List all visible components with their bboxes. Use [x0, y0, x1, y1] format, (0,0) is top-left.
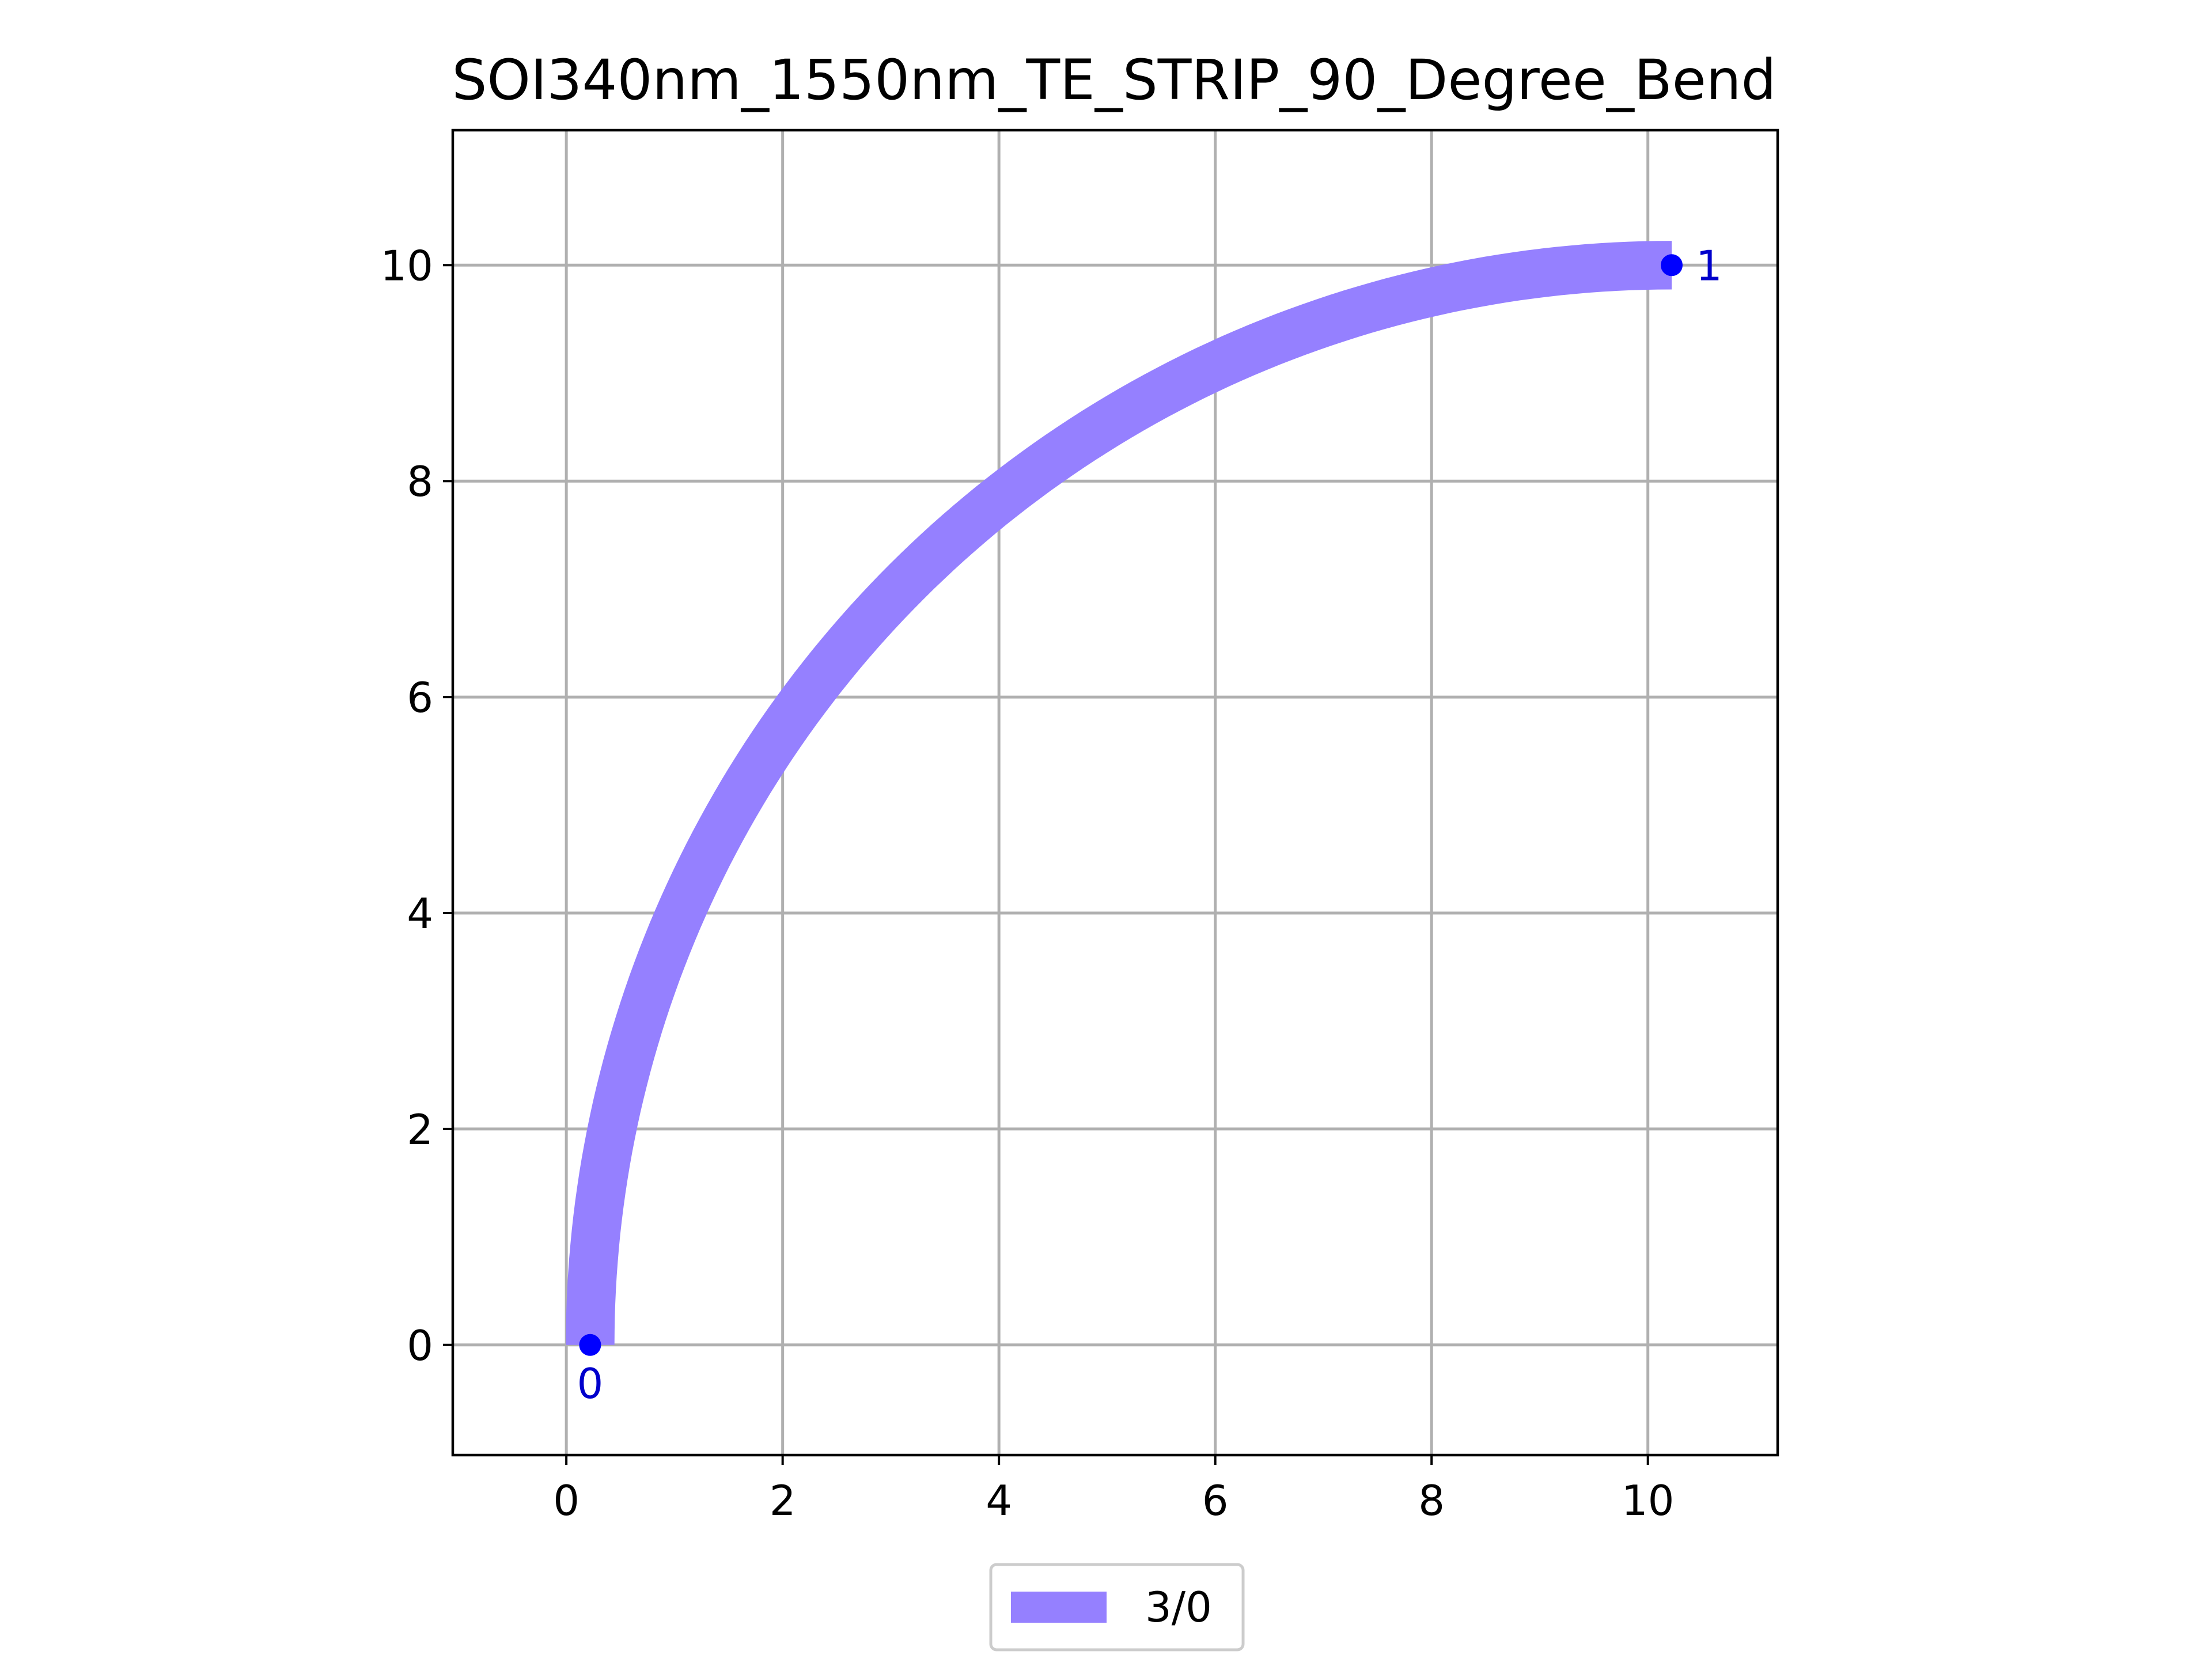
legend-swatch — [1011, 1592, 1107, 1623]
y-tick-label: 0 — [407, 1321, 433, 1370]
legend-box — [989, 1563, 1245, 1652]
x-tick-label: 6 — [1202, 1476, 1229, 1525]
x-tick-label: 8 — [1418, 1476, 1445, 1525]
x-tick-label: 4 — [986, 1476, 1012, 1525]
y-tick-label: 6 — [407, 673, 433, 722]
y-tick-label: 2 — [407, 1105, 433, 1154]
y-tick-label: 8 — [407, 457, 433, 506]
x-tick-label: 2 — [770, 1476, 796, 1525]
port-marker — [1661, 254, 1683, 276]
plot-area-frame — [451, 128, 1779, 1457]
port-label: 1 — [1696, 241, 1722, 290]
chart-title: SOI340nm_1550nm_TE_STRIP_90_Degree_Bend — [452, 48, 1776, 112]
port-marker — [579, 1334, 601, 1356]
x-tick-label: 10 — [1622, 1476, 1675, 1525]
x-tick-label: 0 — [553, 1476, 579, 1525]
port-label: 0 — [577, 1359, 604, 1408]
y-tick-label: 10 — [380, 241, 433, 290]
axis-ticks: 0 2 4 6 8 10 0 2 4 6 8 10 — [380, 241, 1674, 1525]
legend-label: 3/0 — [1145, 1583, 1212, 1631]
y-tick-label: 4 — [407, 889, 433, 938]
ports-layer: 01 — [577, 241, 1722, 1407]
legend: 3/0 — [989, 1563, 1245, 1652]
grid-lines — [453, 130, 1778, 1455]
